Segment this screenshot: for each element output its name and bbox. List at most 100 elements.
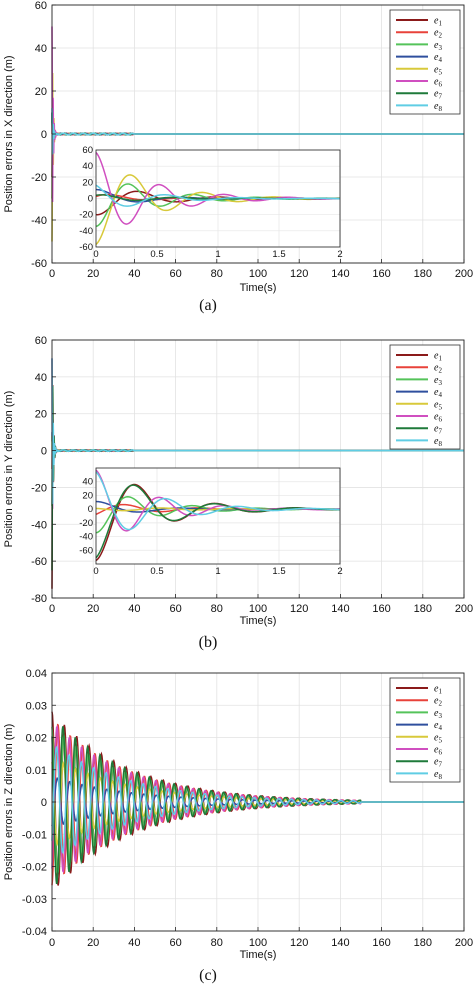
legend-label-e2: e2 xyxy=(434,28,442,40)
series-line-e8 xyxy=(51,108,464,155)
inset-x-tick-label: 0 xyxy=(93,566,98,577)
panel-caption: (c) xyxy=(199,967,217,984)
y-axis-label: Position errors in Z direction (m) xyxy=(3,724,15,881)
x-tick-label: 0 xyxy=(49,268,55,280)
legend-label-e7: e7 xyxy=(434,424,442,436)
x-tick-label: 180 xyxy=(414,603,432,615)
x-tick-label: 200 xyxy=(455,268,473,280)
y-axis-label: Position errors in Y direction (m) xyxy=(3,391,15,548)
y-tick-label: 40 xyxy=(35,43,47,55)
legend-label-e7: e7 xyxy=(434,757,442,769)
inset-series-line-e8 xyxy=(95,184,340,207)
y-tick-label: -20 xyxy=(31,482,47,494)
y-tick-label: 20 xyxy=(35,409,47,421)
x-tick-label: 40 xyxy=(128,937,140,949)
x-tick-label: 60 xyxy=(169,603,181,615)
inset-x-tick-label: 0 xyxy=(93,249,98,260)
inset-y-tick-label: 40 xyxy=(82,161,93,172)
y-tick-label: -80 xyxy=(31,593,47,605)
x-tick-label: 40 xyxy=(128,603,140,615)
inset-y-tick-label: -20 xyxy=(79,210,93,221)
x-tick-label: 180 xyxy=(414,937,432,949)
chart-panel-3: 0 20 40 60 80 100 120 140 160 180 200 -0.04 -0.03 -0.… xyxy=(3,668,473,984)
y-tick-label: -60 xyxy=(31,556,47,568)
x-tick-label: 40 xyxy=(128,268,140,280)
x-tick-label: 180 xyxy=(414,268,432,280)
series-line-e8 xyxy=(51,358,464,505)
x-tick-label: 100 xyxy=(249,603,267,615)
y-tick-label: -20 xyxy=(31,172,47,184)
inset-plot: 0 0.5 1 1.5 2 -60 -40 -20 0 20 40 60 xyxy=(79,145,342,260)
x-tick-label: 140 xyxy=(331,268,349,280)
y-tick-label: 0.01 xyxy=(26,765,47,777)
y-tick-label: -60 xyxy=(31,258,47,270)
inset-plot: 0 0.5 1 1.5 2 -60 -40 -20 0 20 40 xyxy=(79,467,343,577)
panel-caption: (a) xyxy=(199,297,217,314)
x-tick-label: 160 xyxy=(372,603,390,615)
y-tick-label: 0 xyxy=(41,797,47,809)
y-tick-label: 60 xyxy=(35,335,47,347)
x-tick-label: 140 xyxy=(331,937,349,949)
y-tick-label: 0.04 xyxy=(26,668,47,680)
x-tick-label: 80 xyxy=(211,268,223,280)
x-tick-label: 0 xyxy=(49,603,55,615)
x-tick-label: 20 xyxy=(87,268,99,280)
chart-panel-2: 0 20 40 60 80 100 120 140 160 180 200-80-60-40-200… xyxy=(3,335,473,651)
x-tick-label: 60 xyxy=(169,268,181,280)
inset-y-tick-label: -20 xyxy=(79,518,93,529)
inset-y-tick-label: -60 xyxy=(79,242,93,253)
y-tick-label: 0 xyxy=(41,446,47,458)
y-tick-label: 0.03 xyxy=(26,700,47,712)
y-tick-label: -40 xyxy=(31,519,47,531)
legend-label-e4: e4 xyxy=(434,720,442,732)
y-tick-label: -0.03 xyxy=(22,894,47,906)
y-tick-label: 60 xyxy=(35,0,47,12)
x-tick-label: 80 xyxy=(211,937,223,949)
inset-x-tick-label: 1.5 xyxy=(272,566,285,577)
x-tick-label: 160 xyxy=(372,268,390,280)
inset-y-tick-label: 0 xyxy=(88,504,93,515)
inset-y-tick-label: 20 xyxy=(82,490,93,501)
series-line-e8 xyxy=(51,745,464,855)
legend-box xyxy=(389,344,461,450)
legend-label-e3: e3 xyxy=(434,375,442,387)
y-tick-label: -0.01 xyxy=(22,829,47,841)
inset-x-tick-label: 1.5 xyxy=(272,249,285,260)
x-tick-label: 160 xyxy=(372,937,390,949)
legend-label-e8: e8 xyxy=(434,436,442,448)
x-tick-label: 80 xyxy=(211,603,223,615)
y-tick-label: -0.04 xyxy=(22,926,47,938)
y-axis-label: Position errors in X direction (m) xyxy=(3,55,15,212)
x-axis-label: Time(s) xyxy=(240,615,277,627)
x-tick-label: 120 xyxy=(290,268,308,280)
y-tick-label: 0.02 xyxy=(26,733,47,745)
inset-y-tick-label: -40 xyxy=(79,532,93,543)
legend-label-e3: e3 xyxy=(434,40,442,52)
x-tick-label: 60 xyxy=(169,937,181,949)
legend-label-e7: e7 xyxy=(434,89,442,101)
x-tick-label: 20 xyxy=(87,937,99,949)
legend-box xyxy=(389,9,461,115)
legend-label-e3: e3 xyxy=(434,708,442,720)
chart-panel-1: 0 20 40 60 80 100 120 140 160 180 200-60-40-200204… xyxy=(3,0,473,314)
x-tick-label: 100 xyxy=(249,268,267,280)
legend-label-e5: e5 xyxy=(434,64,442,76)
x-tick-label: 200 xyxy=(455,937,473,949)
inset-y-tick-label: -40 xyxy=(79,226,93,237)
inset-x-tick-label: 2 xyxy=(337,249,342,260)
inset-y-tick-label: 20 xyxy=(82,177,93,188)
inset-x-tick-label: 1 xyxy=(215,249,220,260)
legend-label-e1: e1 xyxy=(434,351,442,363)
legend-label-e8: e8 xyxy=(434,769,442,781)
y-tick-label: 40 xyxy=(35,372,47,384)
legend-label-e6: e6 xyxy=(434,77,442,89)
x-tick-label: 120 xyxy=(290,937,308,949)
inset-x-tick-label: 1 xyxy=(215,566,220,577)
inset-x-tick-label: 0.5 xyxy=(150,249,163,260)
legend-label-e2: e2 xyxy=(434,696,442,708)
legend-label-e6: e6 xyxy=(434,745,442,757)
legend-label-e5: e5 xyxy=(434,732,442,744)
